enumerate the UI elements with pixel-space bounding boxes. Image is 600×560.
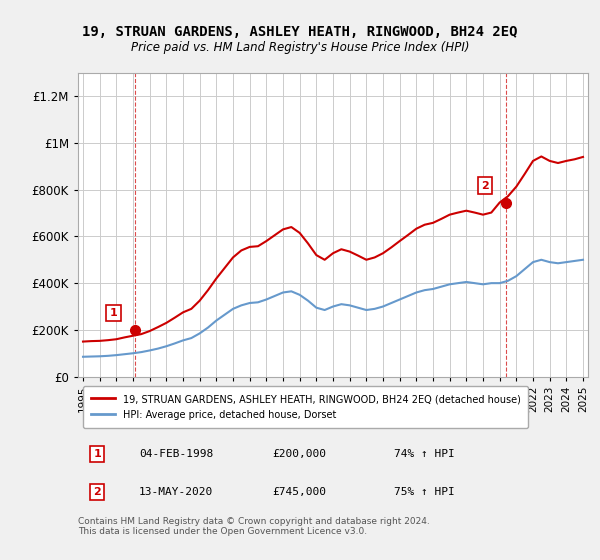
Text: £200,000: £200,000 xyxy=(272,449,326,459)
Text: 1: 1 xyxy=(110,308,118,318)
Text: 04-FEB-1998: 04-FEB-1998 xyxy=(139,449,214,459)
Text: 75% ↑ HPI: 75% ↑ HPI xyxy=(394,487,455,497)
Text: £745,000: £745,000 xyxy=(272,487,326,497)
Legend: 19, STRUAN GARDENS, ASHLEY HEATH, RINGWOOD, BH24 2EQ (detached house), HPI: Aver: 19, STRUAN GARDENS, ASHLEY HEATH, RINGWO… xyxy=(83,386,529,428)
Text: Price paid vs. HM Land Registry's House Price Index (HPI): Price paid vs. HM Land Registry's House … xyxy=(131,41,469,54)
Text: 2: 2 xyxy=(481,181,488,190)
Text: 74% ↑ HPI: 74% ↑ HPI xyxy=(394,449,455,459)
Text: 1: 1 xyxy=(94,449,101,459)
Text: 19, STRUAN GARDENS, ASHLEY HEATH, RINGWOOD, BH24 2EQ: 19, STRUAN GARDENS, ASHLEY HEATH, RINGWO… xyxy=(82,25,518,39)
Text: Contains HM Land Registry data © Crown copyright and database right 2024.
This d: Contains HM Land Registry data © Crown c… xyxy=(78,517,430,536)
Text: 13-MAY-2020: 13-MAY-2020 xyxy=(139,487,214,497)
Text: 2: 2 xyxy=(94,487,101,497)
